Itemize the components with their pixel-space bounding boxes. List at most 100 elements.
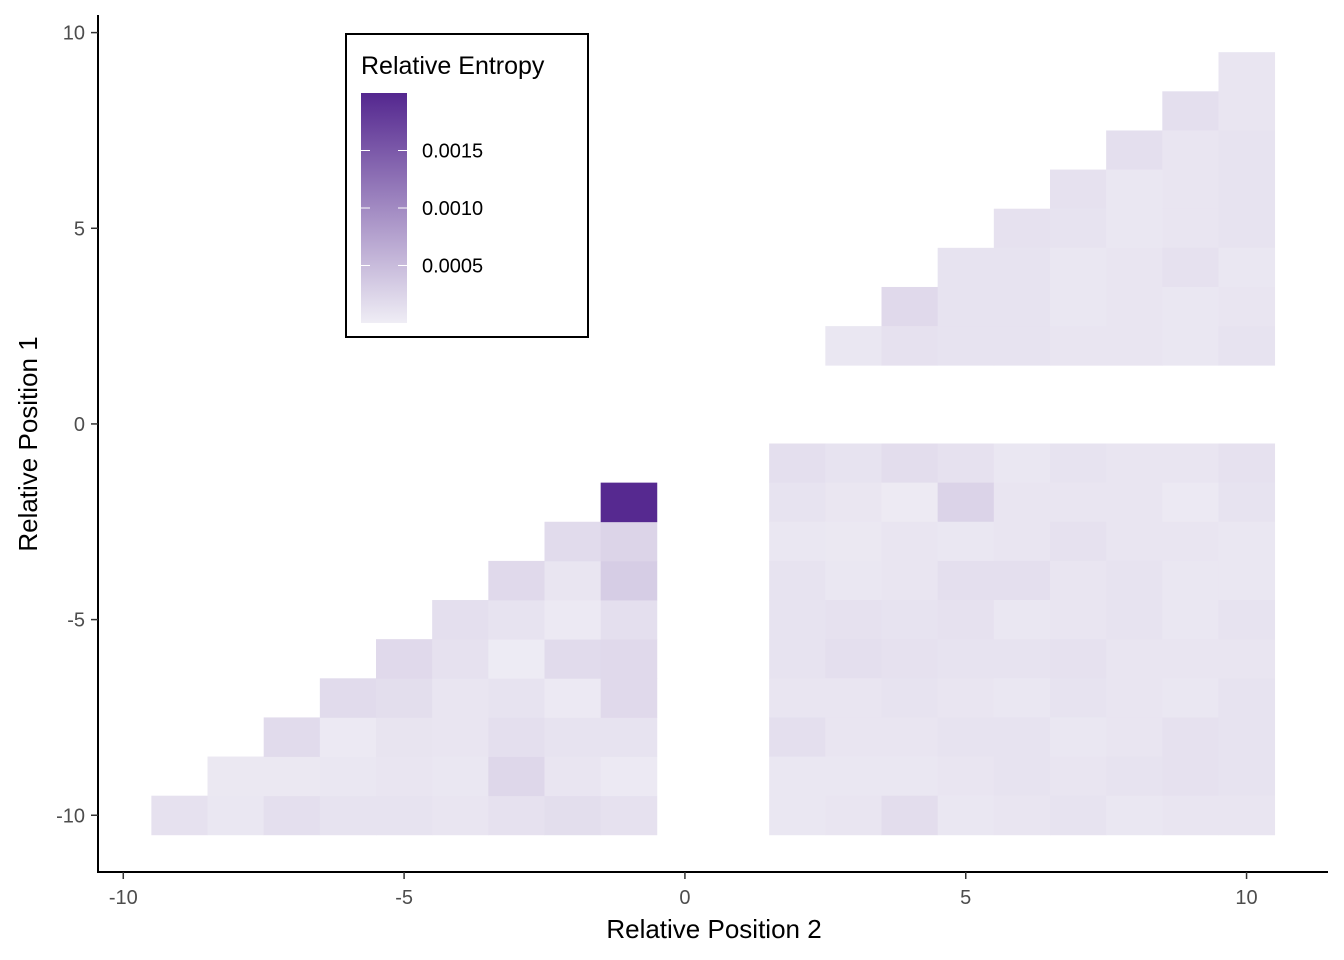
heatmap-cell xyxy=(1049,639,1107,679)
heatmap-cell xyxy=(1218,756,1276,797)
heatmap-cell xyxy=(600,600,658,640)
legend-break-label: 0.0010 xyxy=(422,198,483,220)
heatmap-cell xyxy=(263,756,321,797)
heatmap-cell xyxy=(769,756,826,797)
x-tick-label: -5 xyxy=(395,887,413,909)
heatmap-cell xyxy=(544,521,602,562)
heatmap-cell xyxy=(488,678,545,718)
heatmap-cell xyxy=(432,600,489,640)
heatmap-cell xyxy=(881,678,939,718)
heatmap-cell xyxy=(937,560,995,601)
heatmap-cell xyxy=(432,795,489,836)
heatmap-cell xyxy=(1162,443,1219,484)
heatmap-cell xyxy=(488,600,545,640)
heatmap-cell xyxy=(1218,443,1276,484)
heatmap-cell xyxy=(769,482,826,523)
heatmap-cell xyxy=(1049,795,1107,836)
heatmap-cell xyxy=(1218,795,1276,836)
heatmap-cell xyxy=(881,600,939,640)
heatmap-cell xyxy=(544,600,602,640)
heatmap-cell xyxy=(263,795,321,836)
heatmap-cell xyxy=(1049,756,1107,797)
heatmap-cell xyxy=(881,326,939,366)
heatmap-cell xyxy=(937,521,995,562)
heatmap-cell xyxy=(825,600,882,640)
heatmap-cell xyxy=(825,326,882,366)
heatmap-cell xyxy=(1106,208,1163,249)
heatmap-cell xyxy=(825,639,882,679)
heatmap-cell xyxy=(993,247,1051,288)
heatmap-cell xyxy=(1106,286,1163,327)
heatmap-cell xyxy=(600,560,658,601)
heatmap-cell xyxy=(993,795,1051,836)
heatmap-cell xyxy=(769,639,826,679)
heatmap-cell xyxy=(937,443,995,484)
heatmap-cell xyxy=(937,600,995,640)
heatmap-cell xyxy=(1106,482,1163,523)
legend-break-label: 0.0015 xyxy=(422,141,483,163)
heatmap-cell xyxy=(1218,521,1276,562)
heatmap-cell xyxy=(1049,326,1107,366)
heatmap-cell xyxy=(1049,482,1107,523)
heatmap-cell xyxy=(1162,169,1219,210)
heatmap-cell xyxy=(376,756,433,797)
legend-breaks: 0.0015 0.0010 0.0005 xyxy=(361,141,483,278)
heatmap-cell xyxy=(1106,521,1163,562)
y-tick-label: 0 xyxy=(74,414,85,436)
y-tick-label: -5 xyxy=(67,610,85,632)
heatmap-cell xyxy=(825,678,882,718)
heatmap-cell xyxy=(1162,286,1219,327)
x-axis-ticks: -10 -5 0 5 10 xyxy=(109,872,1258,909)
heatmap-cell xyxy=(881,521,939,562)
x-tick-label: 10 xyxy=(1235,887,1257,909)
heatmap-cell xyxy=(600,795,658,836)
heatmap-cell xyxy=(1218,169,1276,210)
heatmap-cell xyxy=(1106,600,1163,640)
heatmap-cell xyxy=(1106,326,1163,366)
heatmap-cell xyxy=(1218,208,1276,249)
heatmap-cell xyxy=(319,795,377,836)
heatmap-cell xyxy=(881,717,939,757)
heatmap-cell xyxy=(1162,91,1219,131)
heatmap-cell xyxy=(432,639,489,679)
x-tick-label: 0 xyxy=(679,887,690,909)
heatmap-cell xyxy=(1218,717,1276,757)
heatmap-cell xyxy=(600,521,658,562)
heatmap-cell xyxy=(1106,756,1163,797)
heatmap-cell xyxy=(993,678,1051,718)
heatmap-cell xyxy=(937,795,995,836)
heatmap-cell xyxy=(207,795,265,836)
heatmap-cell xyxy=(937,678,995,718)
y-axis-title: Relative Position 1 xyxy=(13,336,43,551)
heatmap-cell xyxy=(1218,326,1276,366)
heatmap-cell xyxy=(1106,169,1163,210)
heatmap-cell xyxy=(544,560,602,601)
legend-break-label: 0.0005 xyxy=(422,256,483,278)
heatmap-cell xyxy=(1162,130,1219,170)
y-tick-label: -10 xyxy=(56,805,85,827)
heatmap-cell xyxy=(993,756,1051,797)
heatmap-cell xyxy=(1106,639,1163,679)
heatmap-cell xyxy=(825,521,882,562)
heatmap-cell xyxy=(769,795,826,836)
heatmap-cell xyxy=(993,482,1051,523)
heatmap-cell xyxy=(1049,443,1107,484)
heatmap-cell xyxy=(1049,717,1107,757)
heatmap-cell xyxy=(881,482,939,523)
heatmap-cell xyxy=(993,443,1051,484)
heatmap-cell xyxy=(600,639,658,679)
heatmap-cell xyxy=(1218,560,1276,601)
heatmap-cell xyxy=(488,756,545,797)
heatmap-cell xyxy=(993,717,1051,757)
heatmap-cell xyxy=(1218,130,1276,170)
heatmap-cell xyxy=(937,286,995,327)
heatmap-cell xyxy=(1218,639,1276,679)
legend: Relative Entropy 0.0015 0.0010 0.0005 xyxy=(345,33,589,338)
heatmap-cell xyxy=(432,717,489,757)
heatmap-cell xyxy=(600,482,658,523)
heatmap-cell xyxy=(881,560,939,601)
heatmap-cell xyxy=(937,717,995,757)
heatmap-cell xyxy=(151,795,208,836)
heatmap-cell xyxy=(1049,600,1107,640)
